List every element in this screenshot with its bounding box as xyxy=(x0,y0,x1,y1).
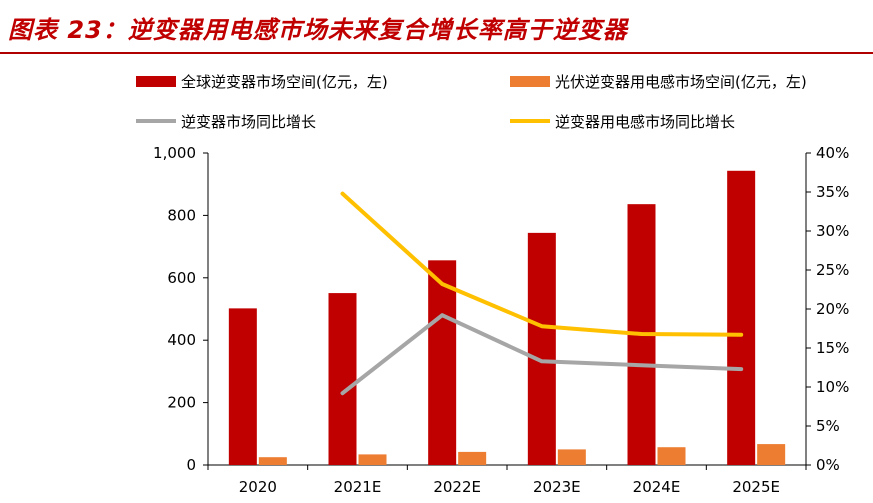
axes: 0 200 400 600 800 1,000 0% 5% 10% 15% 20% 25% 30% 35%… xyxy=(153,144,849,496)
x-tick-label: 2022E xyxy=(433,478,481,496)
y-left-tick-label: 600 xyxy=(167,269,196,287)
bar-pv-inductor xyxy=(258,457,287,465)
line-inverter-growth xyxy=(340,313,744,396)
legend-label-pv-inductor: 光伏逆变器用电感市场空间(亿元，左) xyxy=(555,73,807,91)
x-tick-label: 2023E xyxy=(533,478,581,496)
y-right-tick-label: 25% xyxy=(816,261,849,279)
legend-label-inverter-growth: 逆变器市场同比增长 xyxy=(181,113,316,131)
bar-global-inverter xyxy=(727,170,756,465)
x-tick-label: 2025E xyxy=(732,478,780,496)
title-divider xyxy=(0,52,873,54)
y-right-tick-label: 15% xyxy=(816,339,849,357)
y-left-tick-label: 800 xyxy=(167,206,196,224)
y-right-tick-label: 30% xyxy=(816,222,849,240)
y-left-tick-label: 1,000 xyxy=(153,144,196,162)
y-right-tick-label: 5% xyxy=(816,417,840,435)
y-right-tick-label: 35% xyxy=(816,183,849,201)
legend-label-inductor-growth: 逆变器用电感市场同比增长 xyxy=(555,113,735,131)
bar-pv-inductor xyxy=(458,451,487,465)
bar-global-inverter xyxy=(228,308,257,465)
y-left-tick-label: 0 xyxy=(186,456,196,474)
bar-pv-inductor xyxy=(657,447,686,465)
legend-label-global-inverter: 全球逆变器市场空间(亿元，左) xyxy=(181,73,388,91)
y-left-tick-label: 400 xyxy=(167,331,196,349)
legend-swatch-pv-inductor xyxy=(510,76,550,87)
chart-title: 图表 23：逆变器用电感市场未来复合增长率高于逆变器 xyxy=(8,16,628,44)
legend: 全球逆变器市场空间(亿元，左) 光伏逆变器用电感市场空间(亿元，左) 逆变器市场… xyxy=(136,73,807,131)
y-left-tick-label: 200 xyxy=(167,394,196,412)
x-tick-label: 2020 xyxy=(239,478,277,496)
y-right-tick-label: 10% xyxy=(816,378,849,396)
bar-global-inverter xyxy=(328,293,357,465)
bar-pv-inductor xyxy=(757,444,786,465)
bar-pv-inductor xyxy=(358,454,387,465)
legend-swatch-global-inverter xyxy=(136,76,176,87)
x-tick-label: 2024E xyxy=(633,478,681,496)
bars xyxy=(228,170,786,465)
x-tick-label: 2021E xyxy=(334,478,382,496)
bar-pv-inductor xyxy=(557,449,586,465)
y-right-tick-label: 40% xyxy=(816,144,849,162)
y-right-tick-label: 20% xyxy=(816,300,849,318)
bar-global-inverter xyxy=(428,260,457,465)
line-inductor-growth xyxy=(340,191,744,337)
bar-global-inverter xyxy=(527,232,556,465)
y-right-tick-label: 0% xyxy=(816,456,840,474)
lines xyxy=(340,191,744,396)
